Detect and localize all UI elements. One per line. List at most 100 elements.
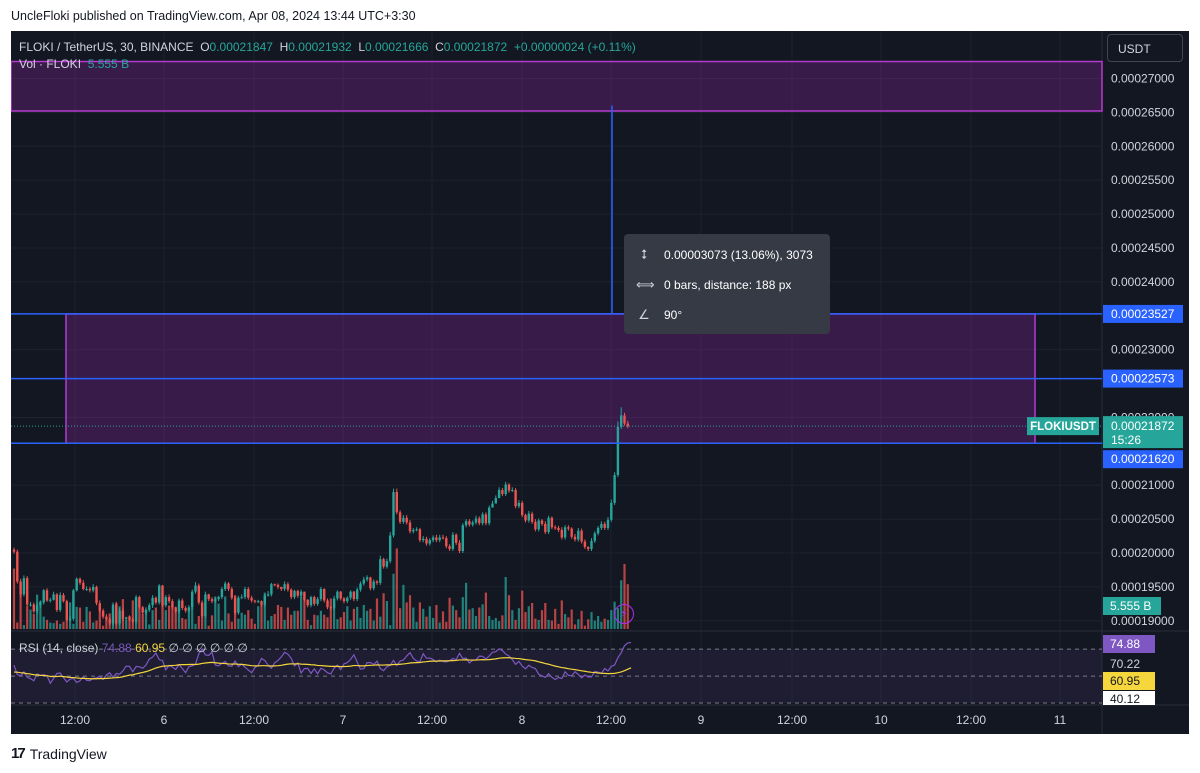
chart-canvas[interactable]: RSI (14, close) 74.88 60.95 ∅ ∅ ∅ ∅ ∅ ∅ … <box>11 31 1189 734</box>
candle <box>583 539 587 549</box>
volume-bar <box>105 616 108 629</box>
volume-bar <box>468 609 471 629</box>
candle <box>573 534 577 542</box>
candle-body <box>356 589 359 600</box>
candle-body <box>134 597 138 622</box>
candle-body <box>88 588 92 591</box>
candle-body <box>16 551 19 582</box>
volume-bar <box>154 607 157 629</box>
candle-body <box>306 599 309 606</box>
candle <box>392 488 395 538</box>
candle-body <box>606 519 610 528</box>
candle <box>474 515 478 525</box>
candle <box>303 591 306 602</box>
candle-body <box>101 610 105 617</box>
candle-body <box>431 537 435 541</box>
lightning-icon[interactable]: ⚡ <box>614 604 634 624</box>
volume-bar <box>164 610 167 629</box>
price-tick-label: 0.00024500 <box>1111 241 1175 255</box>
candle-body <box>422 538 425 541</box>
candle <box>65 599 68 622</box>
time-tick-label: 10 <box>874 713 888 727</box>
volume-bar <box>174 610 177 629</box>
candle <box>365 575 369 582</box>
candle-body <box>372 581 375 589</box>
volume-bar <box>148 624 151 629</box>
candle <box>214 597 217 604</box>
candle-body <box>161 585 164 606</box>
candle-body <box>425 538 428 544</box>
candle-body <box>85 588 88 590</box>
candle <box>408 519 412 534</box>
volume-bar <box>474 616 478 629</box>
candle <box>52 591 55 601</box>
volume-bar <box>461 597 464 629</box>
volume-bar <box>451 605 454 629</box>
candle <box>237 595 240 615</box>
volume-bar <box>418 602 421 629</box>
candle <box>445 536 448 549</box>
volume-bar <box>303 597 306 629</box>
candle <box>309 595 313 608</box>
volume-bar <box>375 598 379 629</box>
candle-body <box>191 591 194 608</box>
candle-body <box>293 591 296 598</box>
candle <box>35 602 39 614</box>
volume-bar <box>75 606 78 629</box>
volume-bar <box>184 619 187 629</box>
volume-bar <box>593 620 596 629</box>
candle-body <box>573 536 577 540</box>
candle <box>405 515 408 525</box>
candle-body <box>451 534 455 549</box>
candle <box>184 605 187 613</box>
measure-tooltip: ⭥ 0.00003073 (13.06%), 3073 ⟺ 0 bars, di… <box>624 234 830 334</box>
candle-body <box>352 591 356 600</box>
candle-body <box>530 513 534 522</box>
volume-bar <box>521 590 524 629</box>
volume-bar <box>283 619 286 629</box>
candle <box>151 595 154 608</box>
rsi-current-label: 74.88 <box>1110 637 1140 651</box>
volume-bar <box>59 623 62 629</box>
time-tick-label: 12:00 <box>60 713 90 727</box>
candle <box>88 586 92 593</box>
rsi-ma-line <box>13 657 632 680</box>
candle-body <box>105 616 108 619</box>
candle-body <box>174 607 177 612</box>
volume-bar <box>412 607 415 629</box>
candle-body <box>375 581 379 583</box>
volume-bar <box>55 620 58 629</box>
candle-body <box>247 588 250 598</box>
candle-body <box>428 540 431 544</box>
candle-body <box>623 415 626 424</box>
candle-body <box>144 609 148 613</box>
candle <box>521 500 524 518</box>
currency-button[interactable]: USDT <box>1107 34 1183 62</box>
volume-bar <box>267 620 270 629</box>
volume-bar <box>276 604 280 629</box>
volume-bar <box>435 604 438 629</box>
candle-body <box>240 597 243 599</box>
candle-body <box>131 619 134 622</box>
price-tick-label: 0.00026500 <box>1111 105 1175 119</box>
candle <box>105 614 108 621</box>
candle-body <box>266 594 270 596</box>
time-tick-label: 12:00 <box>596 713 626 727</box>
chart-frame[interactable]: RSI (14, close) 74.88 60.95 ∅ ∅ ∅ ∅ ∅ ∅ … <box>11 31 1189 734</box>
candle <box>257 599 260 604</box>
candle-body <box>128 617 131 620</box>
candle-body <box>75 578 78 591</box>
candle <box>22 575 26 597</box>
candle-body <box>177 600 181 612</box>
volume-bar <box>12 568 16 629</box>
bar-range-icon: ⟺ <box>636 277 655 292</box>
volume-bar <box>131 600 134 629</box>
candle-body <box>471 522 474 525</box>
candle <box>181 598 184 610</box>
symbol-tag <box>1027 417 1099 436</box>
volume-bar <box>498 621 501 629</box>
candle <box>233 595 237 615</box>
candle-body <box>323 588 326 601</box>
volume-bar <box>570 609 573 629</box>
volume-bar <box>395 548 398 629</box>
